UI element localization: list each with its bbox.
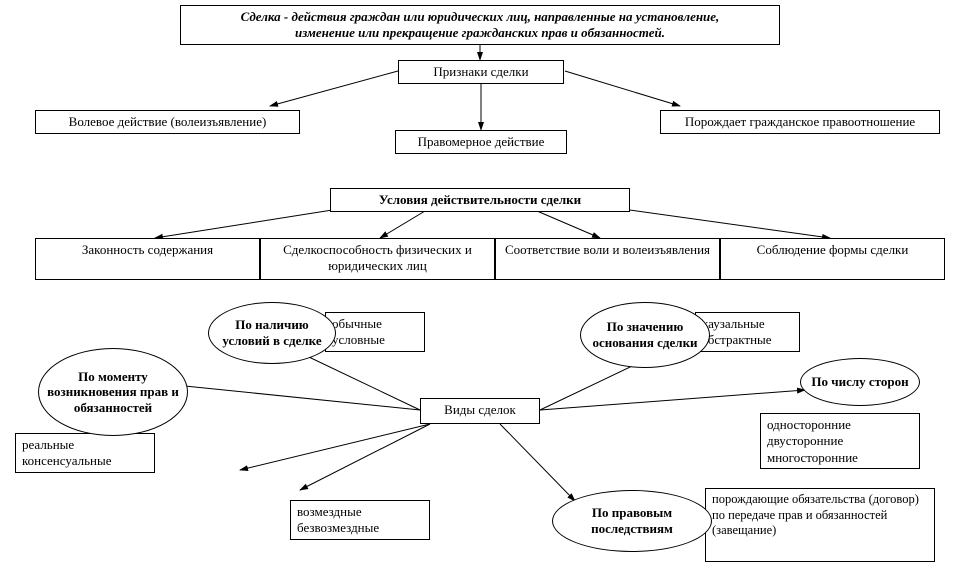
by-conditions-ellipse: По наличию условий в сделке <box>208 302 336 364</box>
types-center-box: Виды сделок <box>420 398 540 424</box>
by-basis-ellipse: По значению основания сделки <box>580 302 710 368</box>
by-parties-items-text: односторонние двусторонние многосторонни… <box>767 417 858 465</box>
validity-cell-2: Соответствие воли и волеизъявления <box>495 238 720 280</box>
by-moment-items-text: реальные консенсуальные <box>22 437 111 468</box>
by-basis-items-text: каузальные абстрактные <box>702 316 772 347</box>
by-moment-items: реальные консенсуальные <box>15 433 155 473</box>
by-parties-items: односторонние двусторонние многосторонни… <box>760 413 920 469</box>
validity-title-box: Условия действительности сделки <box>330 188 630 212</box>
types-center-text: Виды сделок <box>444 402 516 417</box>
sign-right-box: Порождает гражданское правоотношение <box>660 110 940 134</box>
sign-mid: Правомерное действие <box>418 134 545 149</box>
by-compensation-items: возмездные безвозмездные <box>290 500 430 540</box>
sign-left-box: Волевое действие (волеизъявление) <box>35 110 300 134</box>
validity-cell-1-text: Сделкоспособность физических и юридическ… <box>283 242 472 273</box>
sign-right: Порождает гражданское правоотношение <box>685 114 915 129</box>
validity-cell-2-text: Соответствие воли и волеизъявления <box>505 242 710 257</box>
definition-line1: Сделка - действия граждан или юридически… <box>241 9 720 24</box>
by-effects-items: порождающие обязательства (договор) по п… <box>705 488 935 562</box>
sign-left: Волевое действие (волеизъявление) <box>69 114 267 129</box>
validity-cell-3-text: Соблюдение формы сделки <box>757 242 909 257</box>
validity-title: Условия действительности сделки <box>379 192 581 207</box>
by-effects-title: По правовым последствиям <box>561 505 703 536</box>
sign-mid-box: Правомерное действие <box>395 130 567 154</box>
by-effects-ellipse: По правовым последствиям <box>552 490 712 552</box>
by-basis-title: По значению основания сделки <box>589 319 701 350</box>
definition-line2: изменение или прекращение гражданских пр… <box>295 25 665 40</box>
signs-title-box: Признаки сделки <box>398 60 564 84</box>
by-conditions-title: По наличию условий в сделке <box>217 317 327 348</box>
validity-cell-3: Соблюдение формы сделки <box>720 238 945 280</box>
by-conditions-items: обычные условные <box>325 312 425 352</box>
by-conditions-items-text: обычные условные <box>332 316 385 347</box>
validity-cell-0-text: Законность содержания <box>82 242 213 257</box>
signs-title: Признаки сделки <box>433 64 528 79</box>
by-effects-items-text: порождающие обязательства (договор) по п… <box>712 492 919 537</box>
by-parties-title: По числу сторон <box>811 374 908 390</box>
by-parties-ellipse: По числу сторон <box>800 358 920 406</box>
by-compensation-items-text: возмездные безвозмездные <box>297 504 379 535</box>
by-basis-items: каузальные абстрактные <box>695 312 800 352</box>
by-moment-ellipse: По моменту возникновения прав и обязанно… <box>38 348 188 436</box>
validity-cell-0: Законность содержания <box>35 238 260 280</box>
by-moment-title: По моменту возникновения прав и обязанно… <box>47 369 179 416</box>
definition-box: Сделка - действия граждан или юридически… <box>180 5 780 45</box>
validity-cell-1: Сделкоспособность физических и юридическ… <box>260 238 495 280</box>
